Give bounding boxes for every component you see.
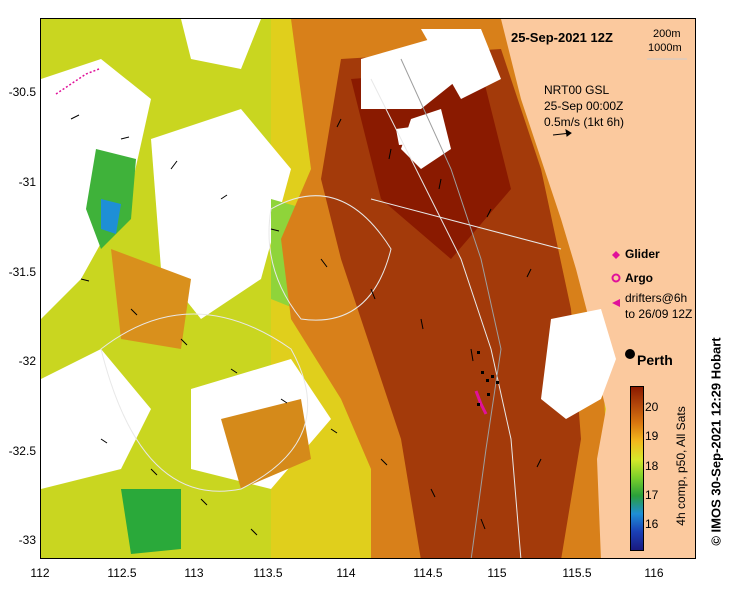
current-contour [370, 198, 562, 250]
x-axis-label: 115.5 [562, 566, 592, 580]
colorbar-tick: 20 [645, 400, 659, 414]
drifter-markers [477, 351, 499, 406]
argo-marker-icon [611, 273, 621, 283]
perth-marker-icon [625, 349, 635, 359]
colorbar-tick: 17 [645, 488, 659, 502]
map-title: 25-Sep-2021 12Z [511, 30, 613, 45]
cloud-gap [41, 349, 151, 489]
cloud-gap [401, 109, 451, 169]
isobath-1000m [400, 58, 502, 558]
product-scale: 0.5m/s (1kt 6h) [544, 115, 625, 129]
x-axis-label: 115 [487, 566, 507, 580]
isobath-200m [370, 78, 522, 558]
credit-text: © IMOS 30-Sep-2021 12:29 Hobart [708, 337, 724, 546]
colorbar-tick: 19 [645, 429, 659, 443]
glider-marker-icon [612, 251, 620, 259]
land [501, 19, 695, 558]
legend-drifters-line1: drifters@6h [625, 291, 688, 305]
perth-label: Perth [637, 352, 673, 368]
x-axis-label: 113.5 [253, 566, 283, 580]
cloud-gap [151, 109, 291, 319]
y-axis-label: -32 [18, 354, 36, 368]
x-axis-label: 112.5 [107, 566, 137, 580]
legend-markers [611, 251, 621, 307]
map-panel: 25-Sep-2021 12Z 200m 1000m NRT00 GSL 25-… [40, 18, 696, 559]
drifter-track [55, 68, 100, 95]
x-axis-label: 113 [184, 566, 204, 580]
drifter-marker-icon [612, 299, 620, 307]
colorbar [630, 386, 644, 551]
product-name: NRT00 GSL [544, 83, 610, 97]
current-vectors [70, 114, 542, 536]
isobath-label-200m: 200m [653, 28, 681, 40]
cloud-gap [396, 127, 413, 145]
current-contour [100, 313, 309, 492]
y-axis-label: -31 [18, 175, 36, 189]
y-axis-label: -31.5 [8, 265, 36, 279]
colorbar-tick: 16 [645, 517, 659, 531]
colorbar-tick: 18 [645, 459, 659, 473]
y-axis-label: -32.5 [8, 444, 36, 458]
x-axis-label: 114.5 [413, 566, 443, 580]
cloud-gap [541, 309, 616, 419]
isobath-label-1000m: 1000m [648, 42, 682, 54]
legend-drifters-line2: to 26/09 12Z [625, 307, 693, 321]
glider-track [474, 390, 488, 415]
product-date: 25-Sep 00:00Z [544, 99, 624, 113]
x-axis-label: 112 [30, 566, 50, 580]
y-axis-label: -33 [18, 533, 36, 547]
legend-glider-label: Glider [625, 247, 660, 261]
cloud-gap [421, 29, 501, 99]
scale-arrow [552, 129, 572, 137]
x-axis-label: 116 [644, 566, 664, 580]
y-axis-label: -30.5 [8, 85, 36, 99]
sst-field [41, 19, 695, 558]
x-axis-label: 114 [336, 566, 356, 580]
legend-argo-label: Argo [625, 271, 653, 285]
current-contour [268, 195, 392, 321]
colorbar-label: 4h comp, p50, All Sats [674, 406, 688, 526]
cloud-gap [181, 19, 261, 69]
